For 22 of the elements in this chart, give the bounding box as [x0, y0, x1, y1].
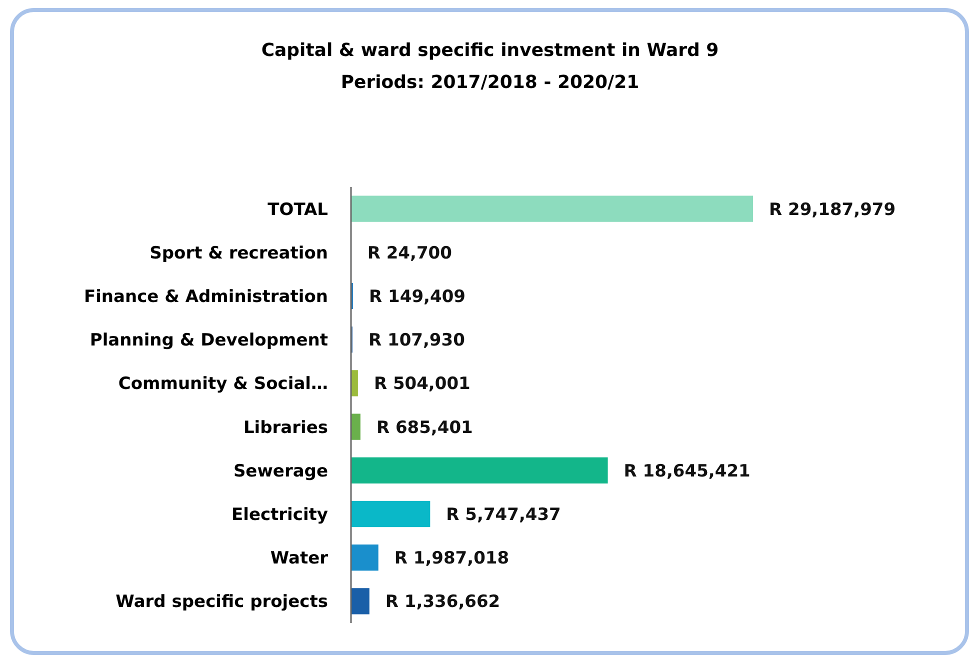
y-tick-label: Electricity: [232, 504, 328, 525]
y-tick-label: Planning & Development: [90, 330, 328, 351]
y-tick-label: Ward specific projects: [116, 592, 328, 612]
data-label: R 685,401: [376, 418, 473, 438]
data-label: R 504,001: [374, 374, 470, 394]
y-tick-label: Libraries: [243, 418, 328, 438]
y-tick-label: TOTAL: [268, 200, 328, 220]
data-label: R 1,336,662: [385, 592, 500, 612]
data-label: R 18,645,421: [624, 461, 750, 482]
y-tick-label: Sport & recreation: [150, 243, 328, 264]
chart-subtitle: Periods: 2017/2018 - 2020/21: [340, 72, 640, 93]
data-label: R 107,930: [368, 330, 466, 351]
chart-title: Capital & ward specific investment in Ward 9: [261, 40, 719, 61]
data-label: R 29,187,979: [769, 200, 896, 220]
data-label: R 24,700: [367, 243, 452, 264]
y-tick-label: Water: [270, 548, 329, 569]
data-label: R 149,409: [369, 286, 466, 307]
y-tick-label: Sewerage: [233, 461, 328, 482]
data-label: R 1,987,018: [394, 548, 510, 569]
y-tick-label: Community & Social…: [118, 374, 328, 394]
data-label: R 5,747,437: [446, 504, 561, 525]
y-tick-label: Finance & Administration: [84, 286, 328, 307]
